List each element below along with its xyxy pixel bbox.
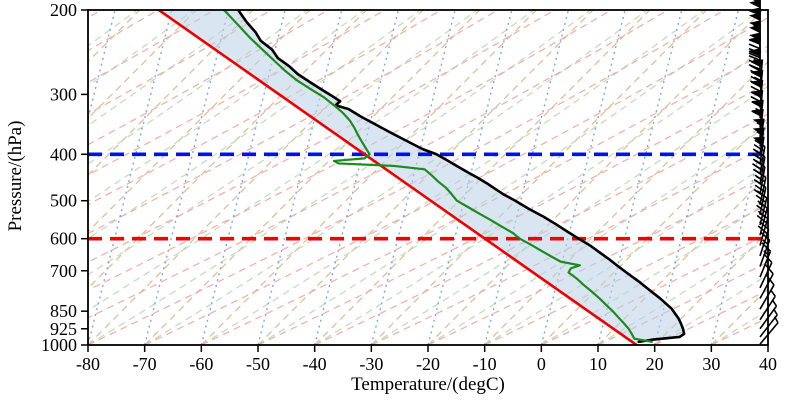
wind-barb — [759, 290, 776, 321]
x-tick-label: 0 — [537, 354, 546, 374]
x-tick-label: -80 — [76, 354, 100, 374]
wind-barb — [759, 299, 778, 330]
axis-ticks: -80 -70 -60 -50 -40 -30 -20 -10 0 10 20 30 40 200 300 4… — [41, 0, 777, 374]
wind-barb — [759, 253, 773, 289]
wind-barbs — [748, 0, 779, 345]
y-axis-label: Pressure/(hPa) — [5, 120, 26, 232]
sounding-profiles — [157, 10, 686, 345]
wind-barb — [757, 221, 770, 257]
wind-barb — [759, 316, 779, 345]
wind-barb — [759, 242, 772, 278]
y-tick-label: 600 — [50, 229, 77, 249]
dry-adiabats — [88, 10, 768, 345]
cape-shaded-area — [158, 10, 685, 345]
y-tick-label: 400 — [50, 144, 77, 164]
y-tick-label: 1000 — [41, 335, 77, 355]
y-tick-label: 925 — [50, 319, 77, 339]
y-tick-label: 500 — [50, 191, 77, 211]
x-tick-label: 10 — [589, 354, 607, 374]
isotherms — [88, 10, 768, 345]
x-tick-label: -60 — [189, 354, 213, 374]
wind-barb — [759, 275, 775, 310]
y-tick-label: 700 — [50, 261, 77, 281]
x-tick-label: -40 — [303, 354, 327, 374]
wind-barb — [759, 264, 774, 299]
y-tick-label: 300 — [50, 84, 77, 104]
x-tick-label: 20 — [646, 354, 664, 374]
wind-barb — [756, 200, 769, 236]
environment-temperature-black — [236, 10, 686, 344]
x-axis-label: Temperature/(degC) — [351, 374, 505, 395]
x-tick-label: 40 — [759, 354, 777, 374]
wind-barb — [759, 308, 778, 338]
x-tick-label: -50 — [246, 354, 270, 374]
x-tick-label: -70 — [133, 354, 157, 374]
wind-barb — [756, 210, 769, 246]
y-tick-label: 850 — [50, 301, 77, 321]
x-tick-label: -20 — [416, 354, 440, 374]
dewpoint-green — [222, 10, 653, 343]
y-tick-label: 200 — [50, 0, 77, 20]
parcel-temperature-red — [157, 10, 638, 345]
x-tick-label: 30 — [702, 354, 720, 374]
wind-barb — [759, 231, 771, 267]
x-tick-label: -30 — [359, 354, 383, 374]
x-tick-label: -10 — [473, 354, 497, 374]
